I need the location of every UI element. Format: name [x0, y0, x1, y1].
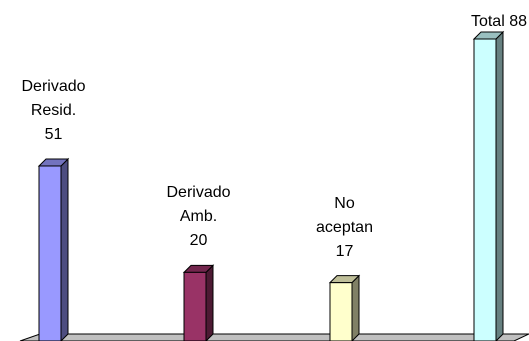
bar-front	[329, 282, 353, 341]
data-label-line: Derivado	[21, 77, 86, 95]
bar-front	[473, 38, 497, 341]
data-label-line: 20	[189, 232, 208, 250]
bar-side	[351, 274, 360, 341]
data-label-line: Amb.	[179, 208, 218, 226]
bar-1	[37, 157, 70, 341]
bar-front	[38, 165, 62, 341]
bar-side	[495, 30, 504, 341]
data-label-line: Derivado	[166, 184, 231, 202]
data-label-2: Derivado Amb. 20	[139, 181, 259, 253]
chart-floor	[19, 333, 529, 341]
bar-side	[60, 157, 69, 341]
data-label-4: Total 88	[407, 10, 527, 34]
bars	[37, 30, 505, 341]
data-label-line: 51	[44, 125, 63, 143]
bar-2	[182, 264, 215, 341]
bar-side	[205, 264, 214, 341]
chart-floor-plane	[19, 333, 529, 341]
data-label-3: No aceptan 17	[285, 192, 405, 264]
bar-4	[472, 30, 505, 341]
data-label-line: Resid.	[30, 101, 77, 119]
data-label-line: 17	[335, 242, 354, 260]
data-label-line: aceptan	[316, 218, 373, 236]
data-label-line: Total 88	[470, 13, 527, 30]
data-label-1: Derivado Resid. 51	[0, 75, 114, 147]
bar-front	[183, 271, 207, 341]
data-label-line: No	[334, 194, 355, 212]
bar-3	[328, 274, 361, 341]
